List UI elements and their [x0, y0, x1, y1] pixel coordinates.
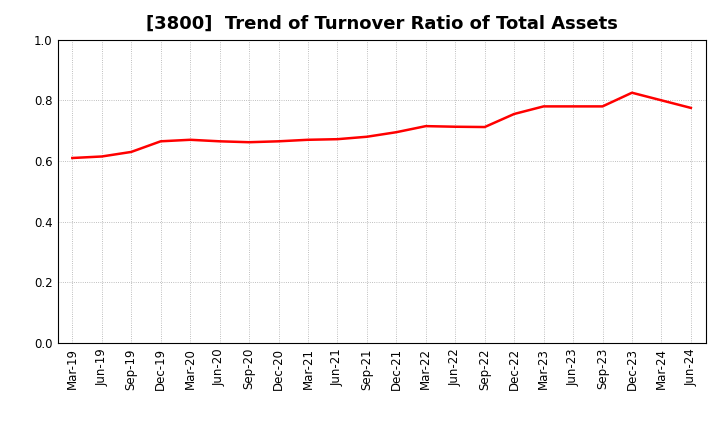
Title: [3800]  Trend of Turnover Ratio of Total Assets: [3800] Trend of Turnover Ratio of Total …: [145, 15, 618, 33]
